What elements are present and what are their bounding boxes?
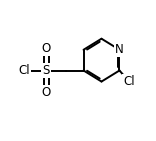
Text: O: O [42, 86, 51, 99]
Text: N: N [115, 43, 124, 56]
Text: Cl: Cl [18, 64, 30, 77]
Text: O: O [42, 42, 51, 55]
Text: Cl: Cl [123, 75, 135, 88]
Text: S: S [43, 64, 50, 77]
